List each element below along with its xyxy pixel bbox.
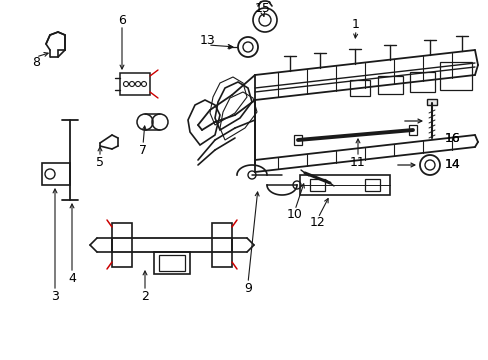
Bar [112, 238, 231, 252]
Text: 3: 3 [51, 289, 59, 302]
Text: 14: 14 [444, 158, 460, 171]
Bar [409, 72, 434, 92]
Text: 4: 4 [68, 271, 76, 284]
Text: 16: 16 [444, 131, 460, 144]
Text: 13: 13 [200, 33, 215, 46]
Text: 7: 7 [139, 144, 147, 157]
Bar [293, 135, 302, 145]
Bar [377, 76, 402, 94]
Bar [426, 99, 436, 105]
Bar [120, 73, 150, 95]
Text: 12: 12 [309, 216, 325, 230]
Text: 5: 5 [96, 156, 104, 168]
Text: 14: 14 [444, 158, 460, 171]
Bar [154, 252, 190, 274]
Text: 16: 16 [444, 131, 460, 144]
Bar [439, 62, 471, 90]
Bar [299, 175, 389, 195]
Bar [309, 179, 325, 191]
Text: 11: 11 [349, 156, 365, 168]
Bar [42, 163, 70, 185]
Text: 15: 15 [255, 1, 270, 14]
Text: 1: 1 [351, 18, 359, 31]
Text: 6: 6 [118, 13, 126, 27]
Text: 9: 9 [244, 282, 251, 294]
Bar [364, 179, 379, 191]
Text: 10: 10 [286, 208, 303, 221]
Bar [159, 255, 184, 271]
Bar [408, 125, 416, 135]
Text: 8: 8 [32, 55, 40, 68]
Text: 2: 2 [141, 289, 149, 302]
Bar [349, 80, 369, 96]
